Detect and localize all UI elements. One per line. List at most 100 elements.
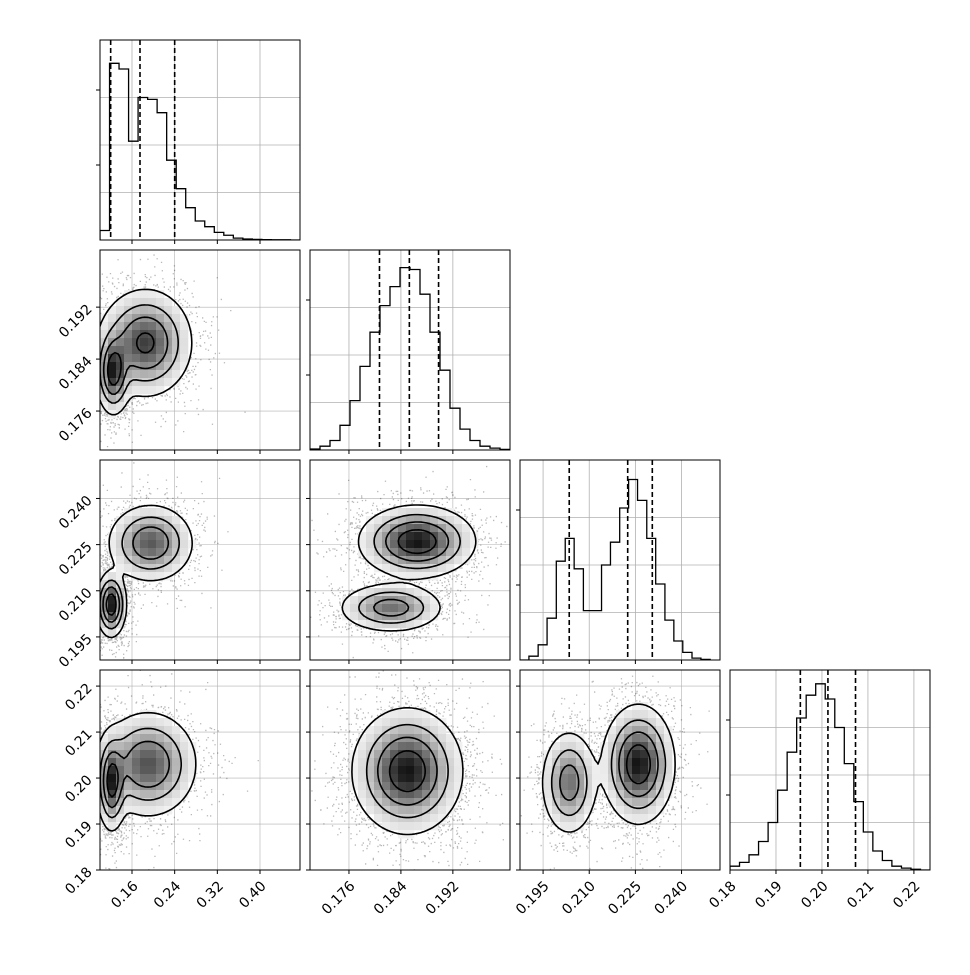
density-cell [422, 782, 431, 791]
density-cell [358, 742, 367, 751]
density-cell [552, 750, 561, 759]
density-cell [172, 306, 181, 315]
density-cell [366, 588, 375, 597]
density-cell [616, 718, 625, 727]
density-cell [374, 588, 383, 597]
density-cell [180, 548, 189, 557]
density-cell [398, 782, 407, 791]
density-cell [560, 734, 569, 743]
density-cell [648, 774, 657, 783]
density-cell [406, 572, 415, 581]
density-cell [632, 790, 641, 799]
density-cell [640, 798, 649, 807]
density-cell [406, 806, 415, 815]
density-cell [640, 750, 649, 759]
density-cell [382, 710, 391, 719]
density-cell [568, 814, 577, 823]
density-cell [132, 354, 141, 363]
y-tick-label: 0.19 [62, 818, 95, 851]
density-cell [172, 782, 181, 791]
density-cell [140, 742, 149, 751]
density-cell [398, 798, 407, 807]
x-tick-label: 0.184 [371, 878, 411, 918]
density-cell [616, 806, 625, 815]
density-cell [140, 750, 149, 759]
density-cell [576, 822, 585, 831]
density-cell [584, 774, 593, 783]
density-cell [656, 726, 665, 735]
hist-panel-0 [96, 39, 301, 241]
density-cell [108, 790, 117, 799]
density-cell [414, 790, 423, 799]
y-tick-label: 0.184 [56, 353, 96, 393]
density-cell [164, 378, 173, 387]
density-cell [390, 620, 399, 629]
density-cell [374, 516, 383, 525]
density-cell [616, 742, 625, 751]
density-cell [568, 734, 577, 743]
density-cell [446, 548, 455, 557]
hist-panel-2 [516, 459, 721, 661]
density-cell [390, 564, 399, 573]
scatter-panel-0-2 [99, 459, 301, 661]
density-cell [108, 548, 117, 557]
density-cell [406, 782, 415, 791]
density-cell [124, 782, 133, 791]
density-cell [140, 710, 149, 719]
density-cell [390, 822, 399, 831]
density-cell [116, 532, 125, 541]
density-cell [584, 790, 593, 799]
density-cell [116, 742, 125, 751]
density-cell [446, 782, 455, 791]
density-cell [446, 790, 455, 799]
density-cell [438, 540, 447, 549]
density-cell [398, 806, 407, 815]
density-cell [568, 790, 577, 799]
density-cell [116, 604, 125, 613]
density-cell [398, 548, 407, 557]
density-cell [398, 604, 407, 613]
contour-level-1 [358, 513, 461, 624]
density-cell [430, 742, 439, 751]
density-cell [140, 806, 149, 815]
density-cell [180, 782, 189, 791]
density-cell [632, 774, 641, 783]
density-cell [640, 702, 649, 711]
contour-level-0 [341, 504, 477, 632]
density-cell [462, 532, 471, 541]
density-cell [172, 774, 181, 783]
density-cell [124, 540, 133, 549]
density-cell [124, 378, 133, 387]
density-cell [342, 604, 351, 613]
density-cell [366, 556, 375, 565]
density-cell [140, 548, 149, 557]
density-cell [382, 750, 391, 759]
density-cell [648, 742, 657, 751]
density-cell [180, 766, 189, 775]
contour-level-2 [102, 526, 170, 623]
density-cell [124, 354, 133, 363]
density-cell [172, 564, 181, 573]
density-cell [568, 750, 577, 759]
scatter-points [310, 465, 508, 659]
density-cell [108, 726, 117, 735]
density-cell [414, 588, 423, 597]
density-cell [100, 758, 109, 767]
density-cell [350, 604, 359, 613]
density-cell [108, 402, 117, 411]
contour-level-1 [100, 727, 182, 819]
density-cell [156, 548, 165, 557]
density-cell [390, 580, 399, 589]
density-cell [382, 782, 391, 791]
contour-level-3 [106, 332, 155, 386]
panel-frame [309, 249, 511, 451]
density-cell [100, 596, 109, 605]
density-cell [132, 806, 141, 815]
density-cell [172, 750, 181, 759]
density-cell [438, 556, 447, 565]
density-cell [108, 742, 117, 751]
density-cell [648, 790, 657, 799]
density-cell [438, 766, 447, 775]
density-cell [156, 750, 165, 759]
density-cell [172, 338, 181, 347]
